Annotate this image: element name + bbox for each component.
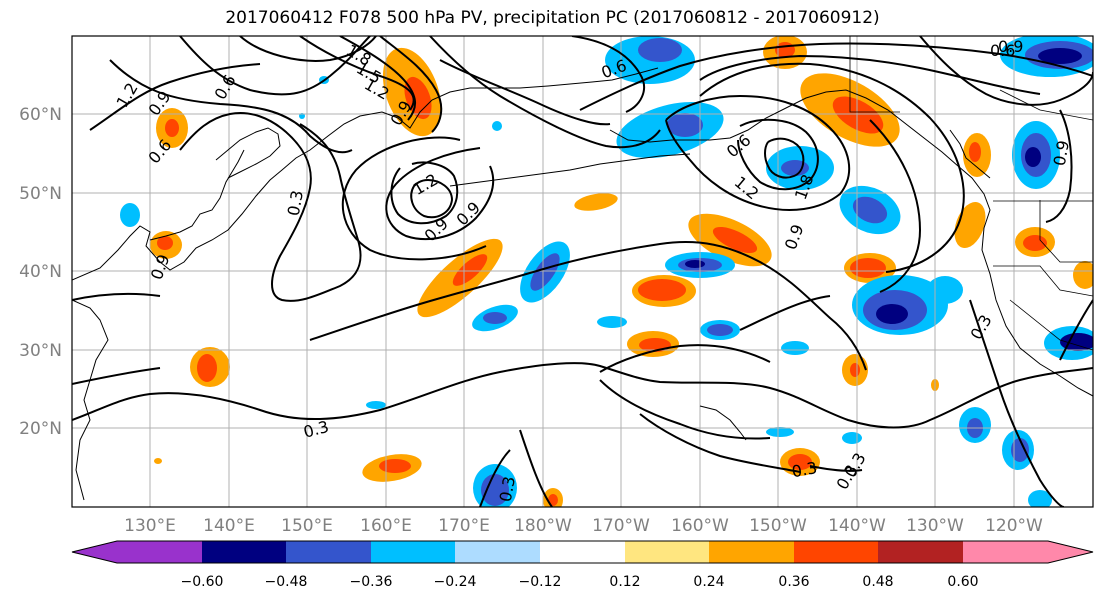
lon-label: 120°W xyxy=(985,516,1043,536)
precipitation-shading xyxy=(120,36,1093,507)
contour-label: 0.9 xyxy=(453,198,484,229)
lon-label: 180°W xyxy=(514,516,572,536)
lat-label: 40°N xyxy=(19,262,62,282)
colorbar-tick-label: −0.24 xyxy=(434,574,477,590)
lat-label: 60°N xyxy=(19,105,62,125)
pv-contours xyxy=(72,36,1093,507)
colorbar-segment xyxy=(625,541,709,563)
contour-label: 0.3 xyxy=(966,311,995,343)
contour-label: 0.6 xyxy=(723,130,755,161)
colorbar-outline xyxy=(71,540,1094,564)
lat-label: 50°N xyxy=(19,184,62,204)
map-title: 2017060412 F078 500 hPa PV, precipitatio… xyxy=(225,8,880,28)
coastlines xyxy=(72,67,1093,501)
colorbar-segment xyxy=(286,541,371,563)
contour-label: 1.2 xyxy=(112,79,141,111)
contour-label: 0.6 xyxy=(210,71,239,103)
boundaries xyxy=(849,36,1093,351)
lon-label: 170°W xyxy=(592,516,650,536)
gridlines xyxy=(72,36,1093,507)
contour-label: 0.6 xyxy=(990,41,1015,60)
lon-label: 140°E xyxy=(203,516,255,536)
lon-label: 170°E xyxy=(438,516,490,536)
lon-label: 140°W xyxy=(828,516,886,536)
colorbar-segment xyxy=(709,541,794,563)
colorbar-segment xyxy=(878,541,963,563)
colorbar-tick-label: 0.24 xyxy=(693,574,724,590)
lon-label: 160°E xyxy=(360,516,412,536)
colorbar-tick-label: −0.60 xyxy=(181,574,224,590)
positive-anomaly xyxy=(150,36,1093,507)
colorbar-segment xyxy=(455,541,540,563)
colorbar-segment xyxy=(794,541,878,563)
lon-label: 130°W xyxy=(906,516,964,536)
colorbar-tick-label: 0.36 xyxy=(778,574,809,590)
lon-label: 150°W xyxy=(749,516,807,536)
contour-label: 0.9 xyxy=(781,222,808,252)
contour-label: 0.3 xyxy=(284,189,307,217)
colorbar-tick-label: −0.12 xyxy=(519,574,562,590)
lon-label: 150°E xyxy=(281,516,333,536)
colorbar-segment xyxy=(202,541,286,563)
contour-label: 0.3 xyxy=(496,475,519,503)
lat-label: 20°N xyxy=(19,419,62,439)
contour-label: 0.3 xyxy=(790,458,818,481)
contour-label: 0.9 xyxy=(421,214,452,245)
colorbar-extend-high xyxy=(1048,541,1093,563)
contour-label: 0.3 xyxy=(301,417,331,442)
contour-label: 1.2 xyxy=(410,170,442,199)
colorbar-segment xyxy=(963,541,1048,563)
colorbar-tick-label: 0.48 xyxy=(862,574,893,590)
colorbar-tick-label: 0.12 xyxy=(609,574,640,590)
colorbar-ticks: −0.60 −0.48 −0.36 −0.24 −0.12 0.12 0.24 … xyxy=(181,574,979,590)
contour-label: 1.2 xyxy=(731,172,763,203)
colorbar-extend-low xyxy=(72,541,117,563)
lat-label: 30°N xyxy=(19,341,62,361)
lon-label: 130°E xyxy=(124,516,176,536)
contour-label: 0.9 xyxy=(998,37,1023,56)
negative-anomaly xyxy=(120,36,1093,507)
colorbar-segment xyxy=(540,541,625,563)
latitude-labels: 60°N 50°N 40°N 30°N 20°N xyxy=(19,105,62,439)
lon-label: 160°W xyxy=(671,516,729,536)
colorbar-segment xyxy=(371,541,455,563)
contour-label: 0.9 xyxy=(1050,139,1073,167)
colorbar-tick-label: −0.36 xyxy=(350,574,393,590)
longitude-labels: 130°E 140°E 150°E 160°E 170°E 180°W 170°… xyxy=(124,516,1043,536)
map-frame xyxy=(71,35,1094,508)
colorbar xyxy=(71,540,1094,564)
colorbar-segment xyxy=(117,541,202,563)
colorbar-tick-label: −0.48 xyxy=(265,574,308,590)
colorbar-tick-label: 0.60 xyxy=(947,574,978,590)
